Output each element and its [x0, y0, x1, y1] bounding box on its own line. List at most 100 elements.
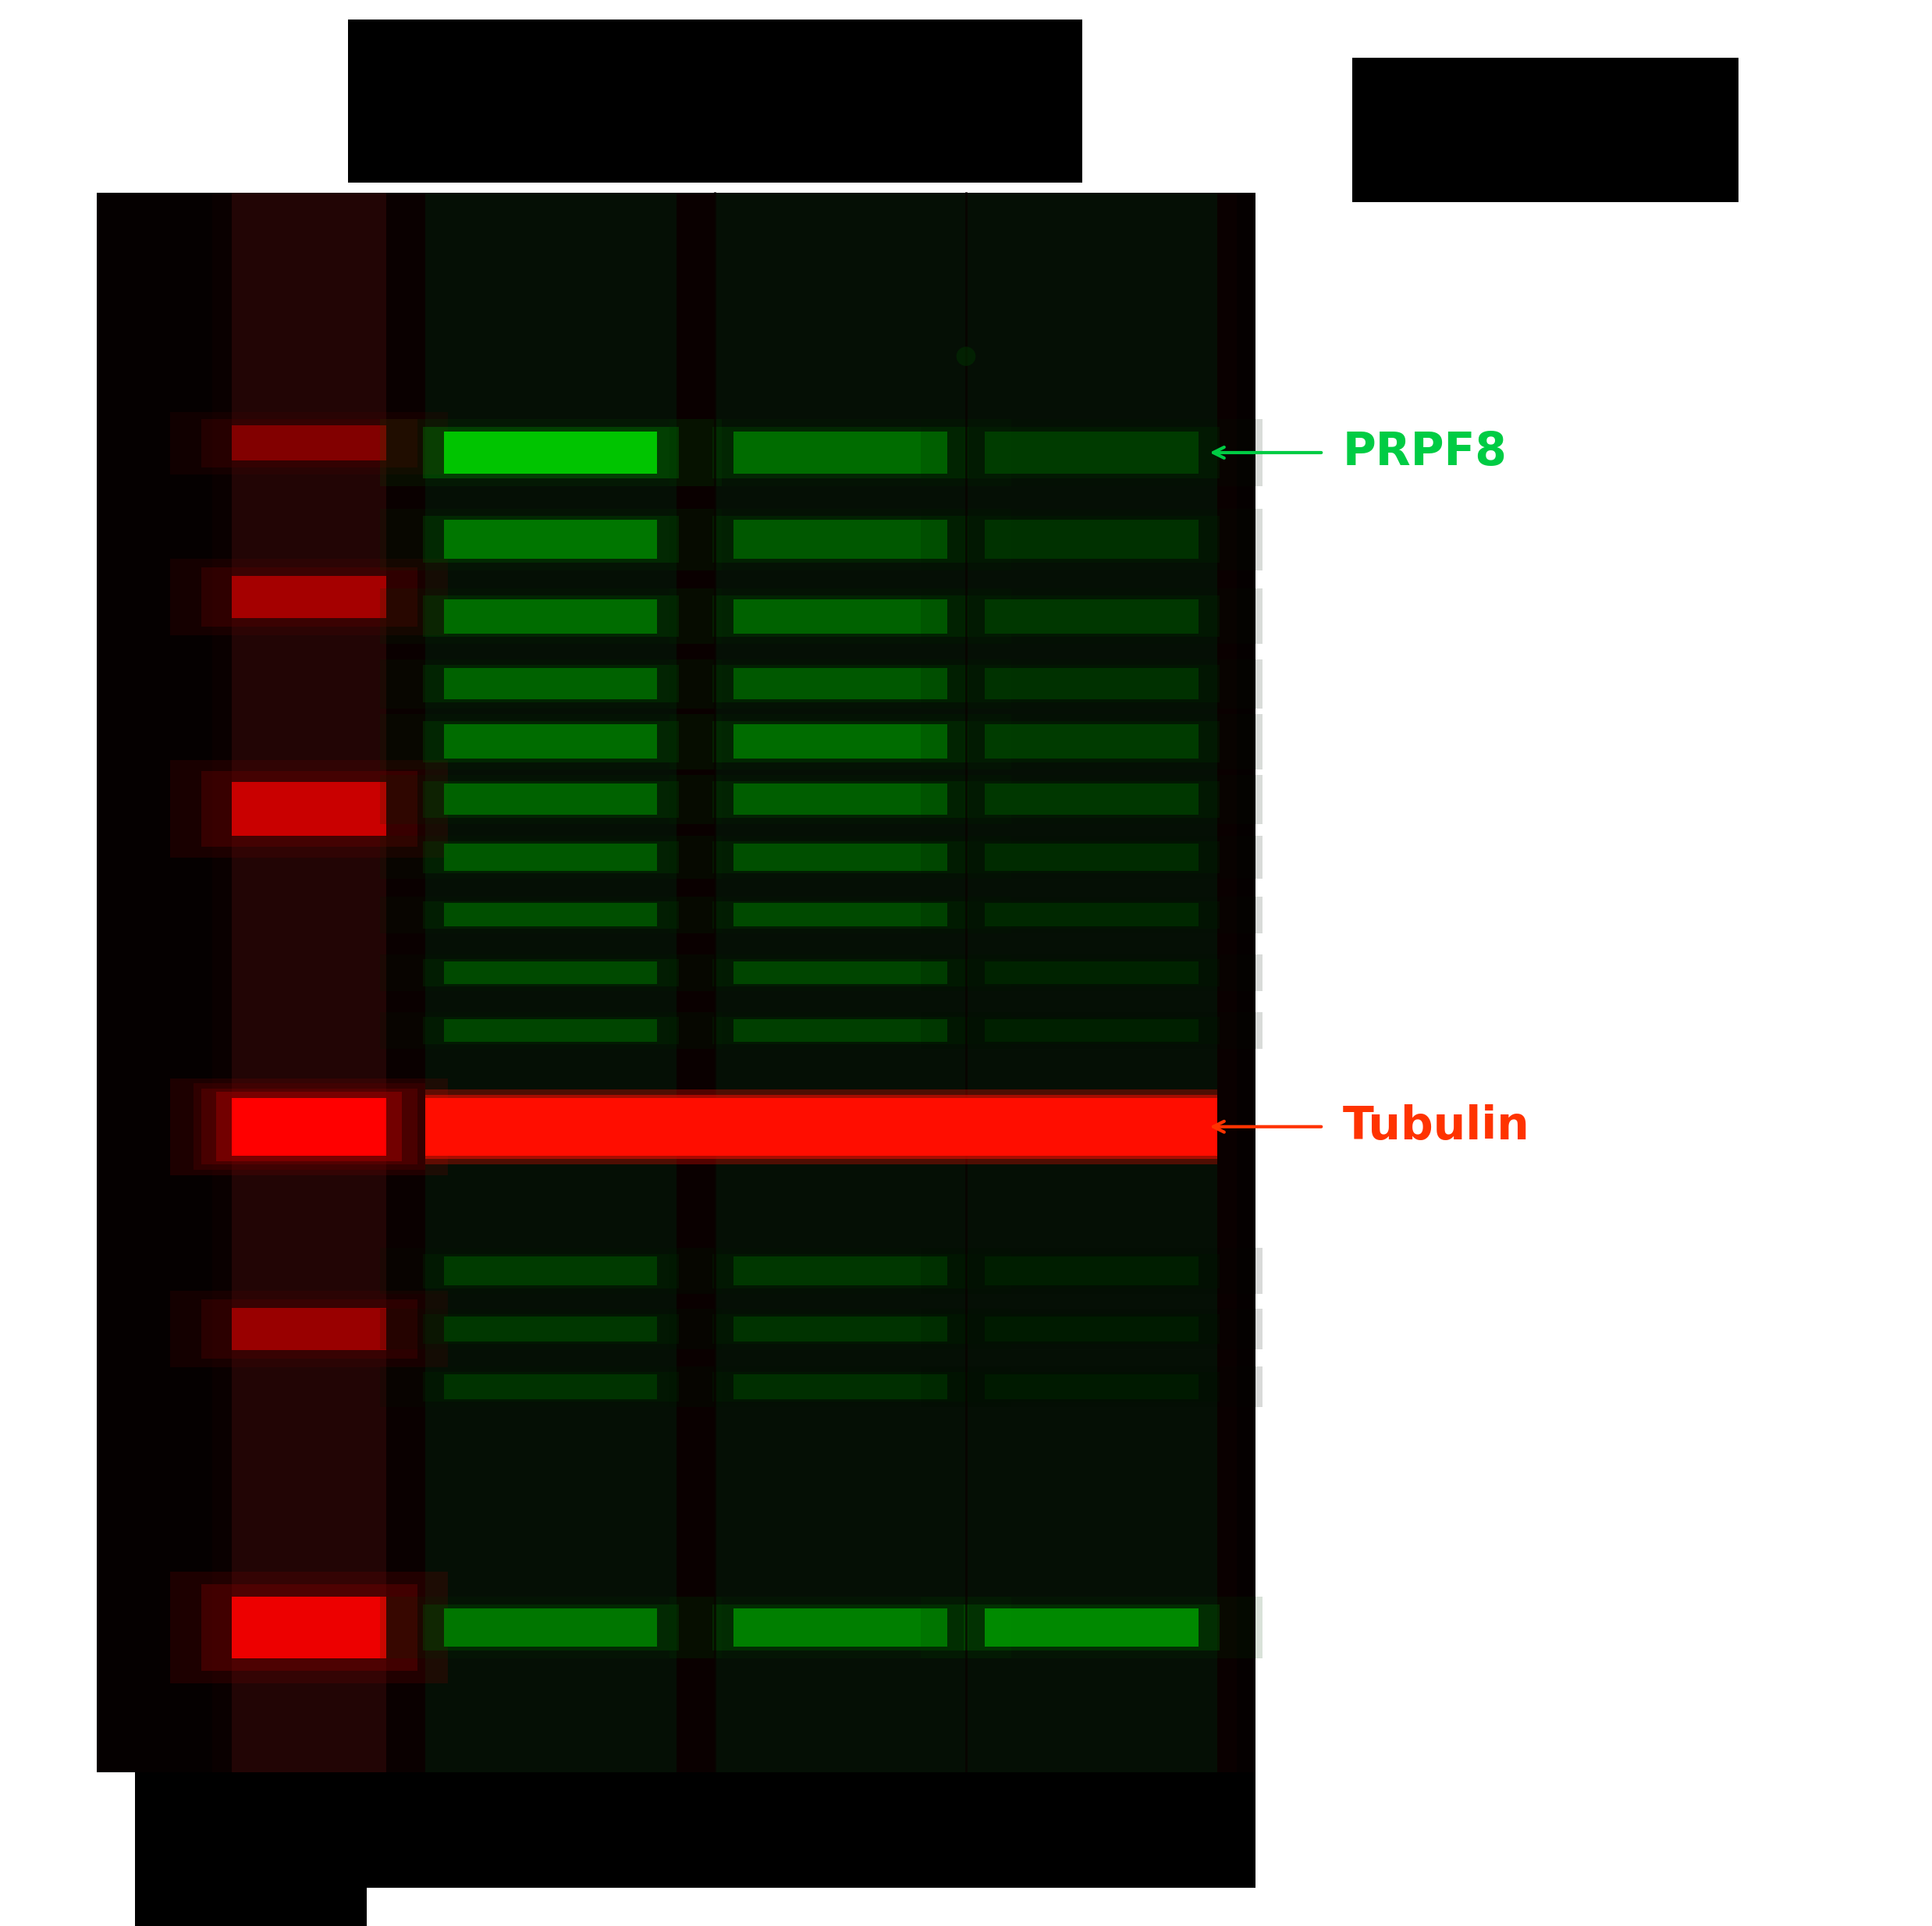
Bar	[964, 780, 1219, 819]
Bar	[423, 842, 678, 872]
Bar	[423, 1254, 678, 1288]
Bar	[170, 559, 448, 636]
Bar	[670, 1011, 1010, 1050]
Bar	[964, 901, 1219, 928]
Bar	[381, 589, 721, 643]
Bar	[734, 724, 947, 759]
Bar	[670, 715, 1010, 768]
Bar	[381, 1310, 721, 1348]
Bar	[964, 1314, 1219, 1344]
Bar	[444, 1258, 657, 1287]
Bar	[193, 1082, 425, 1171]
Bar	[964, 516, 1219, 562]
Bar	[670, 953, 1010, 992]
Bar	[232, 782, 386, 836]
Bar	[713, 516, 968, 562]
Bar	[734, 1608, 947, 1647]
Bar	[381, 418, 721, 487]
Bar	[425, 193, 676, 1772]
Bar	[734, 961, 947, 984]
Bar	[170, 761, 448, 857]
Bar	[734, 668, 947, 699]
Bar	[201, 568, 417, 626]
Bar	[922, 953, 1262, 992]
Bar	[713, 428, 968, 478]
Bar	[713, 720, 968, 763]
Bar	[444, 844, 657, 871]
Bar	[135, 1772, 1256, 1887]
Bar	[444, 1317, 657, 1340]
Bar	[444, 1019, 657, 1042]
Bar	[670, 418, 1010, 487]
Bar	[734, 903, 947, 926]
Bar	[964, 595, 1219, 638]
Bar	[670, 774, 1010, 824]
Bar	[964, 959, 1219, 986]
Bar	[922, 1310, 1262, 1348]
Text: Tubulin: Tubulin	[1343, 1104, 1530, 1150]
Bar	[922, 418, 1262, 487]
Text: PRPF8: PRPF8	[1343, 429, 1507, 476]
Bar	[425, 1098, 1217, 1156]
Bar	[232, 1597, 386, 1658]
Bar	[985, 1317, 1198, 1340]
Bar	[713, 1371, 968, 1402]
Bar	[964, 1254, 1219, 1288]
Bar	[922, 1597, 1262, 1658]
Bar	[381, 508, 721, 570]
Bar	[985, 1019, 1198, 1042]
Bar	[423, 1371, 678, 1402]
Bar	[444, 1608, 657, 1647]
Bar	[922, 896, 1262, 934]
Bar	[381, 659, 721, 709]
Bar	[922, 1248, 1262, 1294]
Bar	[985, 668, 1198, 699]
Bar	[985, 1258, 1198, 1287]
Bar	[734, 784, 947, 815]
Bar	[734, 599, 947, 634]
Bar	[985, 1608, 1198, 1647]
Bar	[715, 193, 966, 1772]
Bar	[922, 774, 1262, 824]
Bar	[201, 1585, 417, 1670]
Bar	[964, 720, 1219, 763]
Bar	[232, 1308, 386, 1350]
Bar	[201, 418, 417, 468]
Bar	[201, 1300, 417, 1358]
Bar	[964, 1017, 1219, 1044]
Bar	[985, 724, 1198, 759]
Bar	[922, 836, 1262, 878]
Bar	[964, 428, 1219, 478]
Bar	[232, 1100, 386, 1154]
Bar	[1236, 193, 1256, 1772]
Bar	[985, 844, 1198, 871]
Bar	[423, 516, 678, 562]
Bar	[97, 193, 213, 1772]
Bar	[425, 1094, 1217, 1159]
Bar	[985, 784, 1198, 815]
Bar	[670, 1597, 1010, 1658]
Bar	[713, 842, 968, 872]
Bar	[381, 953, 721, 992]
Bar	[170, 412, 448, 474]
Bar	[964, 1604, 1219, 1651]
Bar	[964, 1371, 1219, 1402]
Bar	[985, 599, 1198, 634]
Bar	[670, 1310, 1010, 1348]
Bar	[348, 19, 1082, 183]
Bar	[670, 896, 1010, 934]
Bar	[985, 431, 1198, 474]
Bar	[670, 1367, 1010, 1406]
Bar	[985, 520, 1198, 559]
Bar	[232, 576, 386, 618]
Bar	[713, 780, 968, 819]
Bar	[734, 520, 947, 559]
Bar	[444, 961, 657, 984]
Bar	[734, 1019, 947, 1042]
Bar	[381, 774, 721, 824]
Bar	[423, 428, 678, 478]
Bar	[425, 1090, 1217, 1163]
Bar	[985, 903, 1198, 926]
Bar	[423, 1017, 678, 1044]
Bar	[713, 664, 968, 703]
